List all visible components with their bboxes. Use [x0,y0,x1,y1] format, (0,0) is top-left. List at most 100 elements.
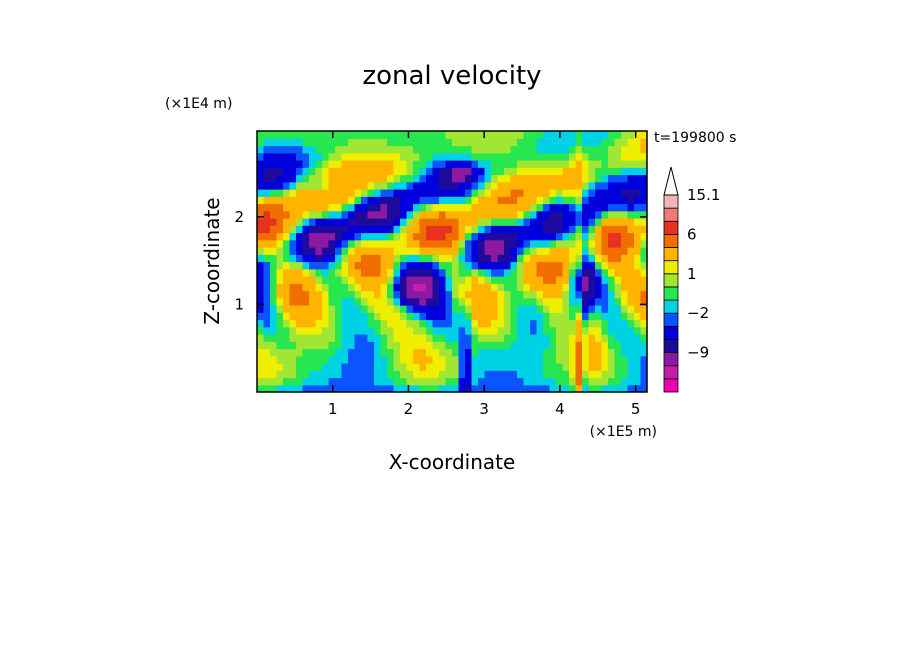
field-cell [354,196,362,205]
field-cell [627,167,635,176]
field-cell [575,247,583,255]
field-cell [627,145,635,154]
field-cell [543,334,551,342]
field-cell [413,247,421,255]
field-cell [504,174,512,183]
field-cell [348,167,356,176]
field-cell [283,370,291,379]
field-cell [517,377,525,386]
field-cell [497,355,505,364]
field-cell [608,370,616,379]
field-cell [309,138,317,147]
field-cell [510,160,518,168]
field-cell [562,232,570,241]
field-cell [510,326,518,335]
field-cell [627,297,635,306]
field-cell [367,341,375,350]
field-cell [263,326,271,335]
field-cell [367,225,375,234]
field-cell [491,297,499,306]
field-cell [328,210,336,219]
field-cell [393,174,401,183]
field-cell [419,363,427,371]
field-cell [484,174,492,183]
field-cell [608,319,616,328]
field-cell [471,384,479,392]
field-cell [426,232,434,241]
field-cell [627,355,635,364]
field-cell [556,268,564,277]
field-cell [426,196,434,205]
field-cell [569,355,577,364]
field-cell [276,247,284,255]
field-cell [361,319,369,328]
field-cell [445,261,453,270]
field-cell [497,348,505,357]
field-cell [640,189,647,197]
field-cell [283,297,291,306]
field-cell [445,232,453,241]
field-cell [374,312,382,321]
field-cell [504,370,512,379]
field-cell [497,341,505,350]
field-cell [380,326,388,335]
field-cell [439,348,447,357]
field-cell [484,196,492,205]
field-cell [601,276,609,284]
field-cell [413,160,421,168]
field-cell [270,131,278,139]
field-cell [562,239,570,248]
field-cell [465,203,473,212]
field-cell [588,174,596,183]
field-cell [283,174,291,183]
field-cell [588,319,596,328]
field-cell [458,239,466,248]
field-cell [393,138,401,147]
field-cell [341,283,349,292]
field-cell [549,268,557,277]
field-cell [504,319,512,328]
field-cell [530,254,538,263]
field-cell [367,261,375,270]
field-cell [504,377,512,386]
field-cell [276,290,284,299]
field-cell [608,363,616,371]
field-cell [419,297,427,306]
field-cell [523,268,531,277]
field-cell [348,196,356,205]
field-cell [471,268,479,277]
field-cell [322,370,330,379]
field-cell [465,312,473,321]
field-cell [445,218,453,226]
field-cell [393,290,401,299]
field-cell [400,167,408,176]
field-cell [387,203,395,212]
field-cell [562,312,570,321]
field-cell [426,370,434,379]
field-cell [465,348,473,357]
field-cell [608,196,616,205]
field-cell [393,384,401,392]
colorbar-swatch [663,260,679,275]
field-cell [588,167,596,176]
field-cell [400,261,408,270]
field-cell [341,254,349,263]
field-cell [354,305,362,313]
field-cell [452,160,460,168]
field-cell [530,370,538,379]
field-cell [471,189,479,197]
field-cell [296,384,304,392]
field-cell [504,283,512,292]
field-cell [263,254,271,263]
field-cell [621,203,629,212]
field-cell [569,174,577,183]
field-cell [562,326,570,335]
field-cell [614,290,622,299]
field-cell [354,167,362,176]
field-cell [419,355,427,364]
field-cell [419,305,427,313]
field-cell [536,290,544,299]
field-cell [445,370,453,379]
field-cell [458,218,466,226]
field-cell [523,290,531,299]
